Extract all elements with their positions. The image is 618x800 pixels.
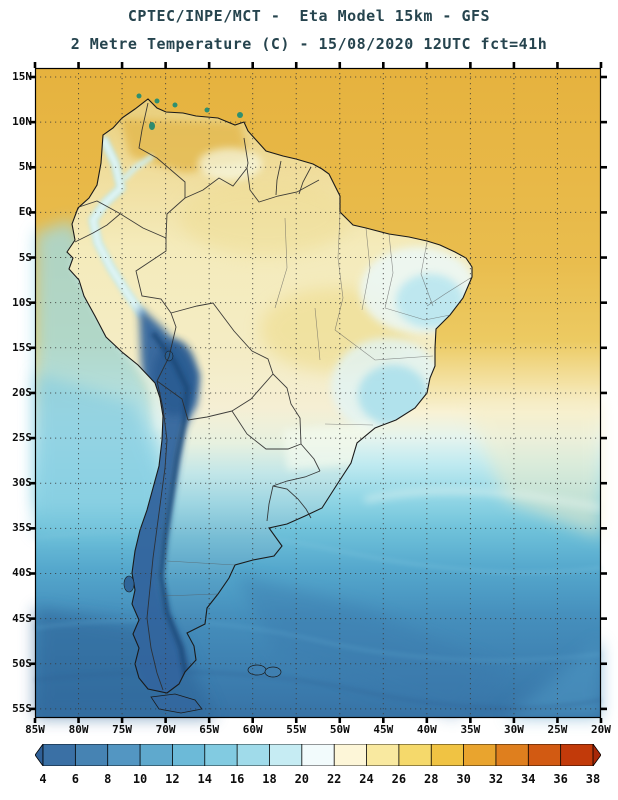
colorbar-segment-1 [42,743,77,767]
lon-label-80W: 80W [68,723,89,736]
colorbar-tick-38: 38 [585,772,601,786]
colorbar-tick-4: 4 [39,772,47,786]
colorbar-tick-36: 36 [553,772,568,786]
colorbar-tick-12: 12 [165,772,180,786]
axis-ticks [29,62,607,723]
lon-label-55W: 55W [286,723,307,736]
lat-label-35S: 35S [12,521,32,535]
lon-label-75W: 75W [112,723,132,736]
colorbar-tick-32: 32 [488,772,504,786]
colorbar-segment-9 [301,743,335,767]
lon-label-40W: 40W [416,723,437,736]
lat-label-10S: 10S [12,295,32,309]
country-borders [74,102,321,691]
lat-label-45S: 45S [12,611,32,625]
title-line1: CPTEC/INPE/MCT - Eta Model 15km - GFS [127,7,491,25]
colorbar-tick-18: 18 [262,772,277,786]
colorbar [34,742,602,768]
colorbar-segment-6 [204,743,238,767]
colorbar-tick-14: 14 [197,772,212,786]
caribbean-island [136,93,142,99]
lon-label-85W: 85W [25,723,45,736]
lon-label-50W: 50W [329,723,350,736]
lat-label-5S: 5S [18,250,32,264]
lon-label-65W: 65W [199,723,220,736]
lat-label-15S: 15S [12,340,32,354]
lat-label-EQ: EQ [18,205,32,219]
map-frame [29,62,607,723]
lon-label-20W: 20W [591,723,611,736]
lon-label-60W: 60W [242,723,263,736]
colorbar-segment-13 [430,743,465,767]
lon-label-35W: 35W [460,723,481,736]
graticule-gridlines [35,68,601,718]
colorbar-tick-24: 24 [359,772,374,786]
colorbar-tick-28: 28 [424,772,439,786]
lat-label-10N: 10N [12,115,32,129]
lat-label-30S: 30S [12,476,32,490]
colorbar-tick-34: 34 [521,772,536,786]
map-artwork [29,62,607,723]
colorbar-segment-16 [527,743,562,767]
colorbar-segment-4 [139,743,174,767]
colorbar-tick-26: 26 [391,772,407,786]
lon-label-45W: 45W [373,723,394,736]
colorbar-arrow-left [34,742,44,768]
lat-label-15N: 15N [12,70,32,83]
lon-label-30W: 30W [503,723,524,736]
colorbar-arrow-right [592,742,602,768]
colorbar-segment-15 [495,743,530,767]
lat-label-40S: 40S [12,566,32,580]
lake-maracaibo [149,122,155,130]
chiloe-island [123,575,135,593]
title-line2: 2 Metre Temperature (C) - 15/08/2020 12U… [70,35,548,53]
colorbar-tick-22: 22 [326,772,342,786]
colorbar-tick-8: 8 [104,772,112,786]
colorbar-segment-5 [172,743,206,767]
lat-label-5N: 5N [18,160,32,174]
colorbar-segment-14 [463,743,497,767]
colorbar-segment-12 [398,743,433,767]
tierra-del-fuego [150,693,203,714]
colorbar-tick-16: 16 [229,772,245,786]
colorbar-segment-8 [269,743,303,767]
colorbar-tick-10: 10 [132,772,148,786]
lat-label-25S: 25S [12,431,32,445]
colorbar-tick-20: 20 [294,772,310,786]
lon-label-25W: 25W [547,723,568,736]
falkland-islands [247,664,267,676]
lat-label-55S: 55S [12,701,32,715]
colorbar-segment-11 [366,743,400,767]
colorbar-segment-7 [236,743,271,767]
colorbar-tick-6: 6 [71,772,79,786]
lat-label-50S: 50S [12,656,32,670]
state-borders [162,212,473,597]
colorbar-segment-17 [560,743,594,767]
lat-label-20S: 20S [12,385,32,399]
map-border [34,67,602,719]
colorbar-segment-2 [74,743,109,767]
colorbar-tick-30: 30 [456,772,471,786]
colorbar-segment-10 [333,743,368,767]
lon-label-70W: 70W [155,723,176,736]
colorbar-segment-3 [107,743,141,767]
